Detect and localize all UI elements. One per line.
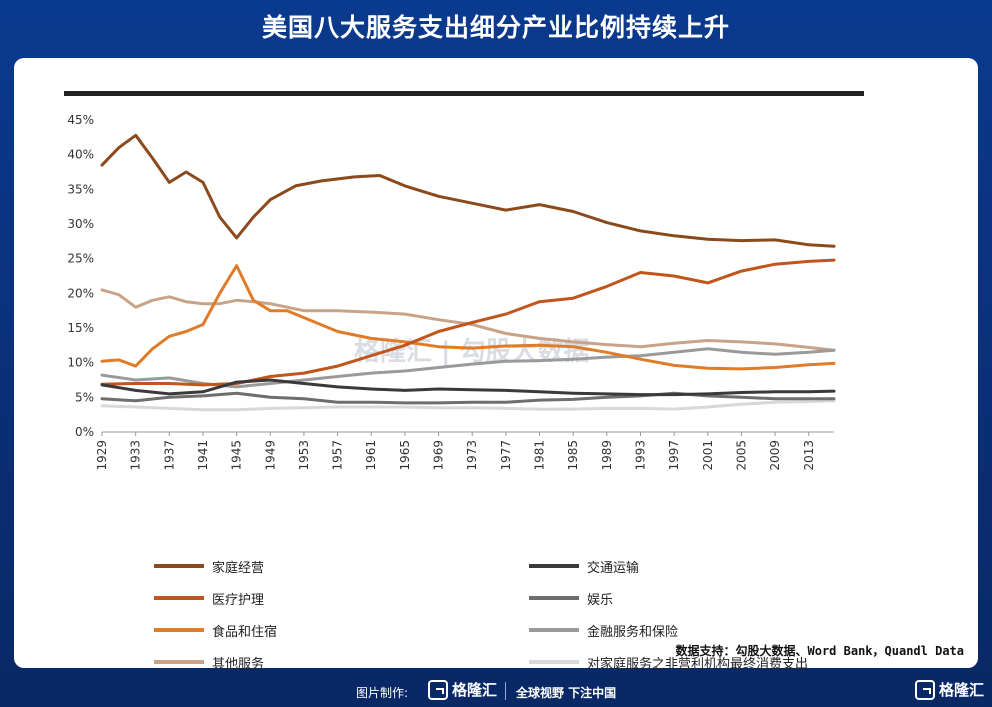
legend-swatch bbox=[154, 628, 204, 632]
x-tick-label: 2005 bbox=[734, 440, 748, 471]
legend-item: 对家庭服务之非营利机构最终消费支出 bbox=[529, 652, 808, 672]
x-tick-label: 1937 bbox=[162, 440, 176, 471]
x-tick-label: 2001 bbox=[701, 440, 715, 471]
legend-item: 金融服务和保险 bbox=[529, 620, 678, 640]
y-tick-label: 0% bbox=[75, 425, 94, 439]
series-line bbox=[100, 264, 836, 371]
legend-swatch bbox=[154, 596, 204, 600]
legend-swatch bbox=[154, 564, 204, 568]
footer-brand: 格隆汇 bbox=[452, 681, 498, 699]
legend-label: 食品和住宿 bbox=[212, 624, 278, 640]
y-tick-label: 20% bbox=[67, 286, 94, 300]
chart-card: 格隆汇 | 勾股大数据 0% 5% 10% 15% 20% 25% 30% 35% 40% 45% 1… bbox=[14, 58, 978, 672]
legend-swatch bbox=[529, 564, 579, 568]
page-title: 美国八大服务支出细分产业比例持续上升 bbox=[261, 13, 730, 42]
x-tick-label: 1953 bbox=[297, 440, 311, 471]
legend-swatch bbox=[154, 660, 204, 664]
x-tick-label: 1989 bbox=[600, 440, 614, 471]
x-tick-label: 1957 bbox=[331, 440, 345, 471]
x-tick-label: 1969 bbox=[432, 440, 446, 471]
corner-logo-icon bbox=[914, 679, 935, 700]
legend-label: 交通运输 bbox=[587, 560, 640, 576]
y-tick-label: 15% bbox=[67, 321, 94, 335]
x-tick-label: 2009 bbox=[768, 440, 782, 471]
brand-logo-icon bbox=[428, 679, 448, 700]
line-chart: 格隆汇 | 勾股大数据0%5%10%15%20%25%30%35%40%45%1… bbox=[64, 91, 864, 471]
legend-label: 家庭经营 bbox=[212, 560, 265, 576]
legend-label: 医疗护理 bbox=[212, 592, 265, 608]
x-tick-label: 2013 bbox=[802, 440, 816, 471]
x-tick-label: 1993 bbox=[633, 440, 647, 471]
legend-item: 其他服务 bbox=[154, 652, 264, 672]
series-line bbox=[100, 399, 836, 412]
legend-label: 其他服务 bbox=[212, 656, 265, 672]
footer-logo: 格隆汇 bbox=[428, 679, 497, 700]
footer-made-by: 图片制作: bbox=[356, 686, 409, 700]
footer-divider bbox=[505, 682, 506, 700]
y-tick-label: 25% bbox=[67, 252, 94, 266]
y-tick-label: 35% bbox=[67, 182, 94, 196]
legend-item: 交通运输 bbox=[529, 556, 639, 576]
x-tick-label: 1985 bbox=[566, 440, 580, 471]
x-tick-label: 1973 bbox=[465, 440, 479, 471]
corner-logo: 格隆汇 bbox=[914, 679, 984, 700]
y-tick-label: 5% bbox=[75, 390, 94, 404]
series-line bbox=[100, 288, 836, 352]
x-tick-label: 1949 bbox=[263, 440, 277, 471]
top-rule bbox=[64, 91, 864, 96]
x-tick-label: 1945 bbox=[230, 440, 244, 471]
series-line bbox=[100, 133, 836, 248]
x-tick-label: 1981 bbox=[533, 440, 547, 471]
y-tick-label: 45% bbox=[67, 113, 94, 127]
x-tick-label: 1961 bbox=[364, 440, 378, 471]
legend-item: 娱乐 bbox=[529, 588, 613, 608]
y-tick-label: 40% bbox=[67, 148, 94, 162]
legend-label: 金融服务和保险 bbox=[587, 624, 679, 640]
legend-item: 家庭经营 bbox=[154, 556, 264, 576]
x-tick-label: 1977 bbox=[499, 440, 513, 471]
y-tick-label: 30% bbox=[67, 217, 94, 231]
legend-label: 娱乐 bbox=[587, 592, 614, 608]
x-tick-label: 1941 bbox=[196, 440, 210, 471]
legend-swatch bbox=[529, 628, 579, 632]
x-tick-label: 1965 bbox=[398, 440, 412, 471]
legend-swatch bbox=[529, 596, 579, 600]
series-line bbox=[100, 391, 836, 405]
legend-swatch bbox=[529, 660, 579, 664]
corner-brand: 格隆汇 bbox=[938, 681, 984, 699]
legend-item: 食品和住宿 bbox=[154, 620, 277, 640]
legend: 家庭经营 交通运输医疗护理 娱乐食品和住宿 金融服务和保险其他服务 对家庭服务之非营利机… bbox=[154, 556, 854, 676]
legend-label: 对家庭服务之非营利机构最终消费支出 bbox=[587, 656, 809, 672]
series-line bbox=[100, 378, 836, 397]
source-note: 数据支持：勾股大数据、Word Bank，Quandl Data bbox=[675, 644, 965, 658]
legend-item: 医疗护理 bbox=[154, 588, 264, 608]
footer: 图片制作: 格隆汇 全球视野 下注中国 格隆汇 bbox=[0, 676, 992, 707]
y-tick-label: 10% bbox=[67, 356, 94, 370]
x-tick-label: 1997 bbox=[667, 440, 681, 471]
x-tick-label: 1933 bbox=[129, 440, 143, 471]
x-tick-label: 1929 bbox=[95, 440, 109, 471]
footer-slogan: 全球视野 下注中国 bbox=[516, 686, 617, 700]
